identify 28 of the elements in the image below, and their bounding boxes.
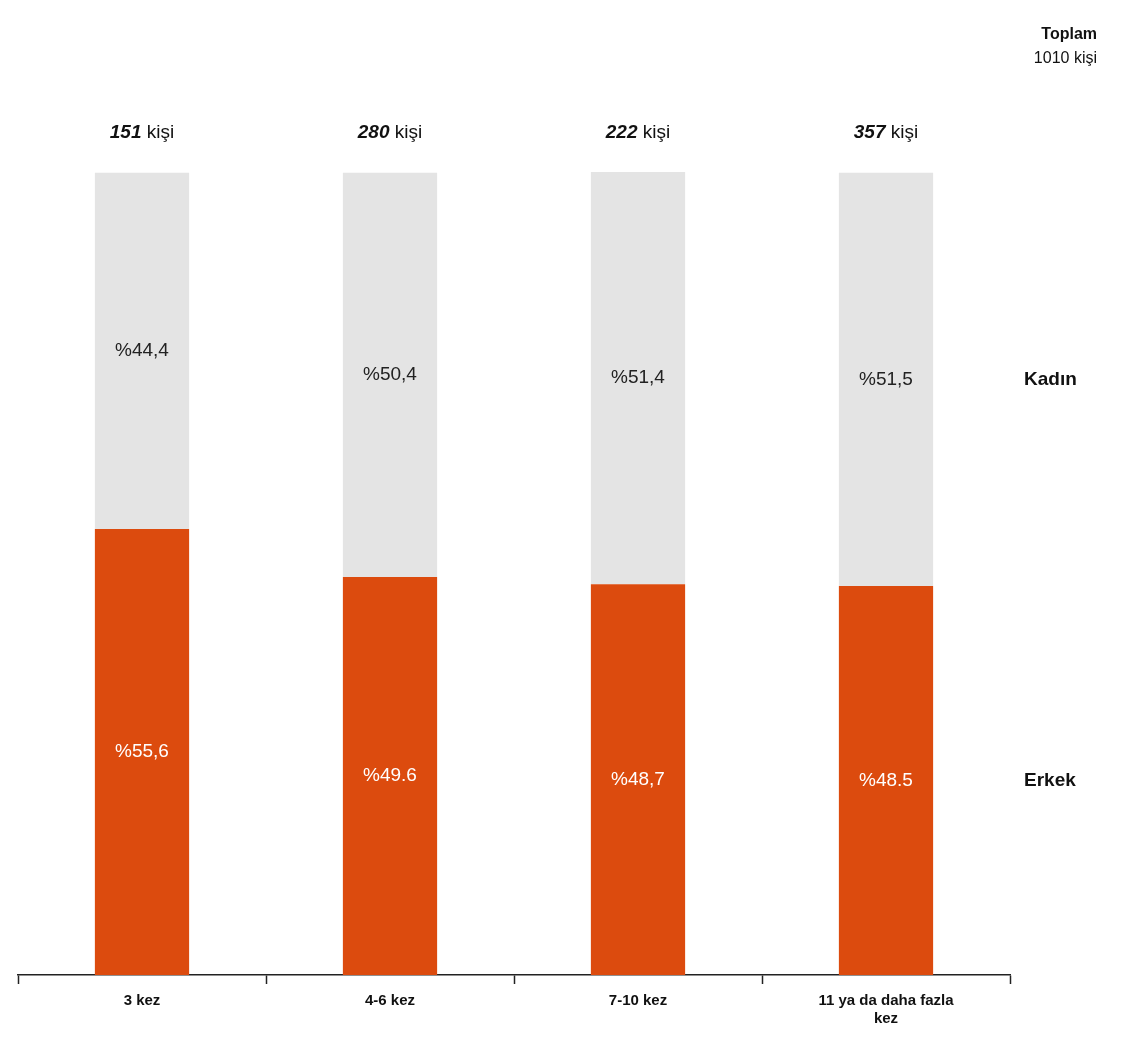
data-label: %48,7 <box>611 767 665 789</box>
text: 357 kişi <box>853 121 919 143</box>
data-label: %48.5 <box>859 768 913 790</box>
bar <box>838 172 934 586</box>
text: 151 kişi <box>109 121 175 143</box>
x-tick-label: 3 kez <box>123 991 161 1009</box>
text: 280 kişi <box>356 121 423 143</box>
data-label: %55,6 <box>115 740 169 762</box>
bar <box>342 577 438 975</box>
text: Toplam <box>1041 25 1097 43</box>
bar <box>94 172 190 529</box>
data-label: %44,4 <box>115 339 170 361</box>
text: Erkek <box>1024 768 1077 790</box>
bar <box>590 172 686 585</box>
bar <box>838 585 934 975</box>
bar <box>342 172 438 578</box>
x-tick-label: 4-6 kez <box>364 991 416 1009</box>
bar <box>590 584 686 975</box>
data-label: %50,4 <box>363 363 418 385</box>
x-tick-label: 7-10 kez <box>608 991 668 1009</box>
text: Kadın <box>1024 367 1077 389</box>
data-label: %51,4 <box>611 366 666 388</box>
data-label: %51,5 <box>859 367 913 389</box>
x-tick-label: 11 ya da daha fazla kez <box>818 991 955 1027</box>
text: 1010 kişi <box>1033 49 1097 67</box>
data-label: %49.6 <box>363 764 417 786</box>
bar <box>94 528 190 975</box>
text: 222 kişi <box>604 121 671 143</box>
